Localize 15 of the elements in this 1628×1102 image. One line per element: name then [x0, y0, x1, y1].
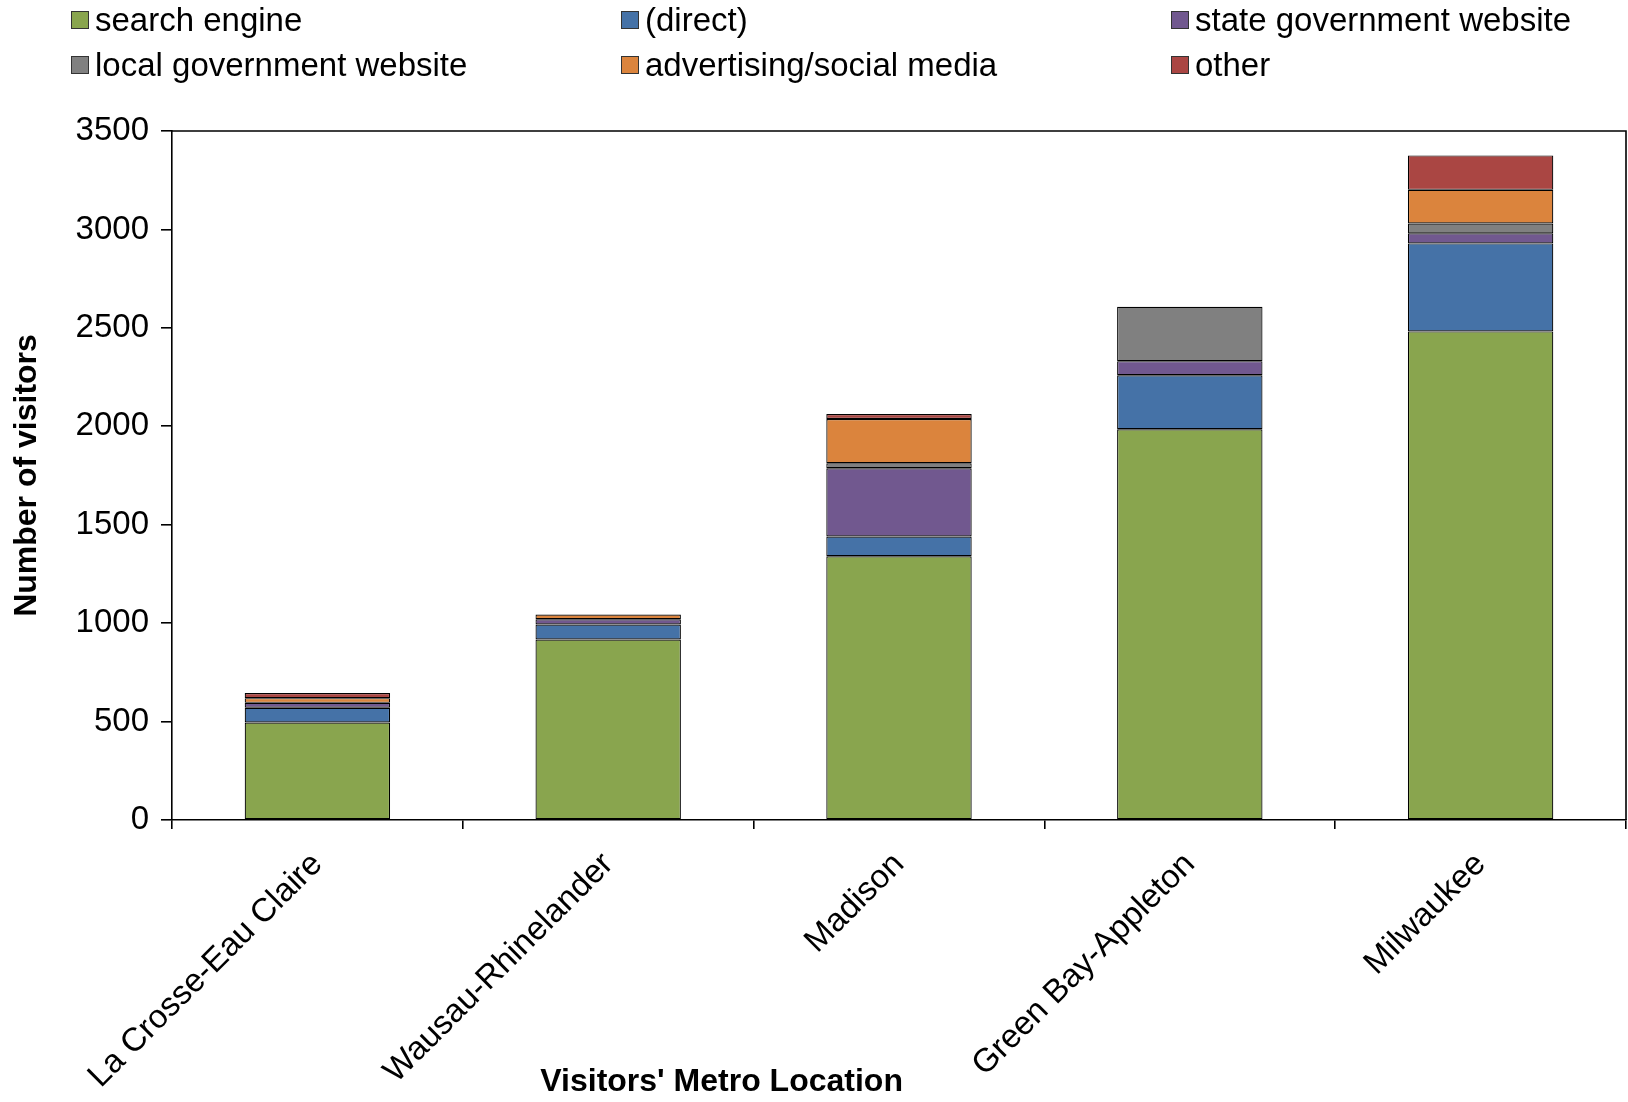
- y-tick-label: 500: [93, 700, 149, 738]
- y-tick-label: 2000: [75, 405, 149, 443]
- legend-label: local government website: [95, 46, 468, 84]
- legend-label: search engine: [95, 1, 303, 39]
- y-tick-label: 3500: [75, 110, 149, 148]
- legend-label: state government website: [1195, 1, 1572, 39]
- legend-label: other: [1195, 46, 1271, 84]
- y-tick-label: 0: [130, 799, 149, 837]
- legend-label: (direct): [645, 1, 748, 39]
- y-tick-label: 1500: [75, 503, 149, 541]
- y-tick-label: 2500: [75, 306, 149, 344]
- y-tick-label: 3000: [75, 208, 149, 246]
- legend-label: advertising/social media: [645, 46, 998, 84]
- y-tick-label: 1000: [75, 602, 149, 640]
- y-axis-title: Number of visitors: [7, 334, 44, 617]
